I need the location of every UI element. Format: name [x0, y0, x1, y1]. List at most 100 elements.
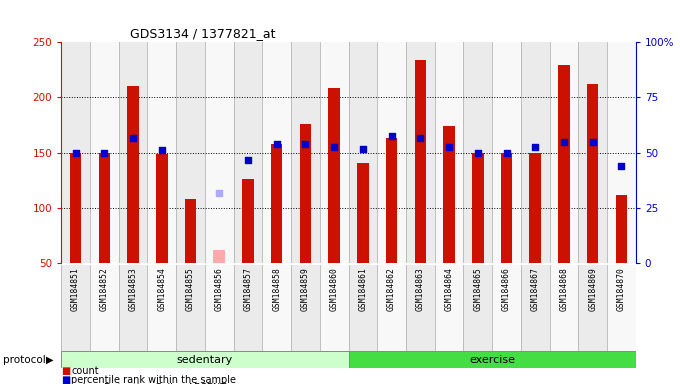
Text: GSM184858: GSM184858 [272, 268, 281, 311]
Bar [320, 42, 348, 263]
Bar [578, 42, 607, 263]
Point [328, 144, 339, 150]
Bar [348, 42, 377, 263]
Bar [61, 42, 90, 263]
Bar [328, 88, 340, 263]
Bar [579, 265, 607, 351]
Bar [61, 265, 90, 351]
Bar [156, 154, 167, 263]
Bar [386, 138, 397, 263]
Bar [234, 42, 262, 263]
Point [558, 139, 569, 145]
Text: GSM184864: GSM184864 [445, 268, 454, 311]
Text: GSM184859: GSM184859 [301, 268, 310, 311]
Bar [492, 42, 521, 263]
Point [99, 149, 109, 156]
Bar [435, 265, 464, 351]
Bar [463, 42, 492, 263]
Bar [234, 265, 262, 351]
Bar [99, 152, 110, 263]
Bar [357, 162, 369, 263]
Bar [472, 152, 483, 263]
Point [156, 147, 167, 154]
Bar [377, 265, 406, 351]
Text: value, Detection Call = ABSENT: value, Detection Call = ABSENT [71, 383, 226, 384]
Text: GSM184855: GSM184855 [186, 268, 195, 311]
Text: ■: ■ [61, 366, 71, 376]
Bar [530, 152, 541, 263]
Text: ■: ■ [61, 375, 71, 384]
Point [501, 149, 512, 156]
Text: ▶: ▶ [46, 354, 54, 365]
Text: GSM184867: GSM184867 [531, 268, 540, 311]
Bar [291, 265, 320, 351]
Bar [415, 60, 426, 263]
Text: GSM184857: GSM184857 [243, 268, 252, 311]
Text: GSM184868: GSM184868 [560, 268, 568, 311]
Bar [205, 42, 234, 263]
Text: GSM184851: GSM184851 [71, 268, 80, 311]
Bar [300, 124, 311, 263]
Bar [70, 152, 82, 263]
Bar [377, 42, 406, 263]
Bar [262, 265, 291, 351]
Text: sedentary: sedentary [177, 354, 233, 365]
Point [70, 149, 81, 156]
Text: GSM184853: GSM184853 [129, 268, 137, 311]
Text: ■: ■ [61, 383, 71, 384]
Bar [118, 265, 148, 351]
Bar [521, 42, 549, 263]
Point [243, 157, 254, 164]
Point [358, 146, 369, 152]
Bar [61, 351, 349, 368]
Bar [615, 195, 627, 263]
Text: GSM184863: GSM184863 [416, 268, 425, 311]
Bar [176, 42, 205, 263]
Bar [549, 42, 578, 263]
Point [128, 135, 139, 141]
Bar [349, 351, 636, 368]
Text: GSM184869: GSM184869 [588, 268, 597, 311]
Bar [118, 42, 148, 263]
Point [271, 141, 282, 147]
Bar [435, 42, 463, 263]
Point [415, 135, 426, 141]
Bar [521, 265, 549, 351]
Bar [549, 265, 579, 351]
Text: GSM184852: GSM184852 [100, 268, 109, 311]
Text: percentile rank within the sample: percentile rank within the sample [71, 375, 237, 384]
Bar [176, 265, 205, 351]
Bar [587, 84, 598, 263]
Bar [607, 265, 636, 351]
Bar [90, 42, 118, 263]
Bar [242, 179, 254, 263]
Bar [205, 265, 234, 351]
Bar [185, 199, 197, 263]
Point [473, 149, 483, 156]
Bar [148, 265, 176, 351]
Text: GSM184866: GSM184866 [502, 268, 511, 311]
Bar [464, 265, 492, 351]
Bar [271, 144, 282, 263]
Bar [320, 265, 349, 351]
Bar [291, 42, 320, 263]
Point [530, 144, 541, 150]
Text: exercise: exercise [469, 354, 515, 365]
Bar [90, 265, 119, 351]
Point [214, 190, 224, 197]
Point [443, 144, 454, 150]
Point [588, 139, 598, 145]
Bar [349, 265, 377, 351]
Text: GSM184865: GSM184865 [473, 268, 482, 311]
Text: GSM184870: GSM184870 [617, 268, 626, 311]
Bar [127, 86, 139, 263]
Point [386, 133, 397, 139]
Bar [406, 42, 435, 263]
Text: count: count [71, 366, 99, 376]
Bar [148, 42, 176, 263]
Text: GSM184856: GSM184856 [215, 268, 224, 311]
Bar [500, 152, 512, 263]
Text: protocol: protocol [3, 354, 46, 365]
Bar [406, 265, 435, 351]
Bar [558, 65, 570, 263]
